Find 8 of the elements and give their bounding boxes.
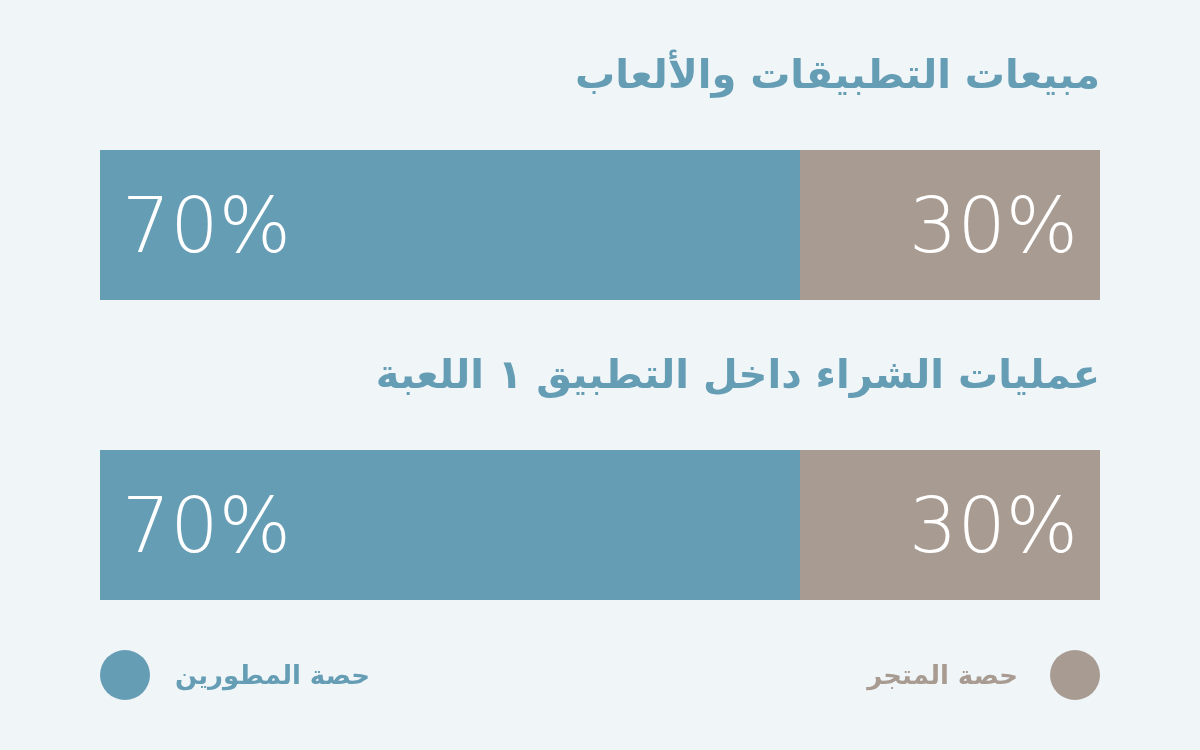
chart-title: مبيعات التطبيقات والألعاب [575, 49, 1100, 98]
data-label: 70% [122, 181, 291, 270]
text: حصة المتجر [865, 660, 1018, 691]
chart-title: عمليات الشراء داخل التطبيق ١ اللعبة [375, 351, 1100, 398]
legend-label: حصة المطورين [174, 660, 370, 691]
data-label: 30% [909, 181, 1078, 270]
data-label: 70% [122, 481, 291, 570]
data-label: 30% [909, 481, 1078, 570]
